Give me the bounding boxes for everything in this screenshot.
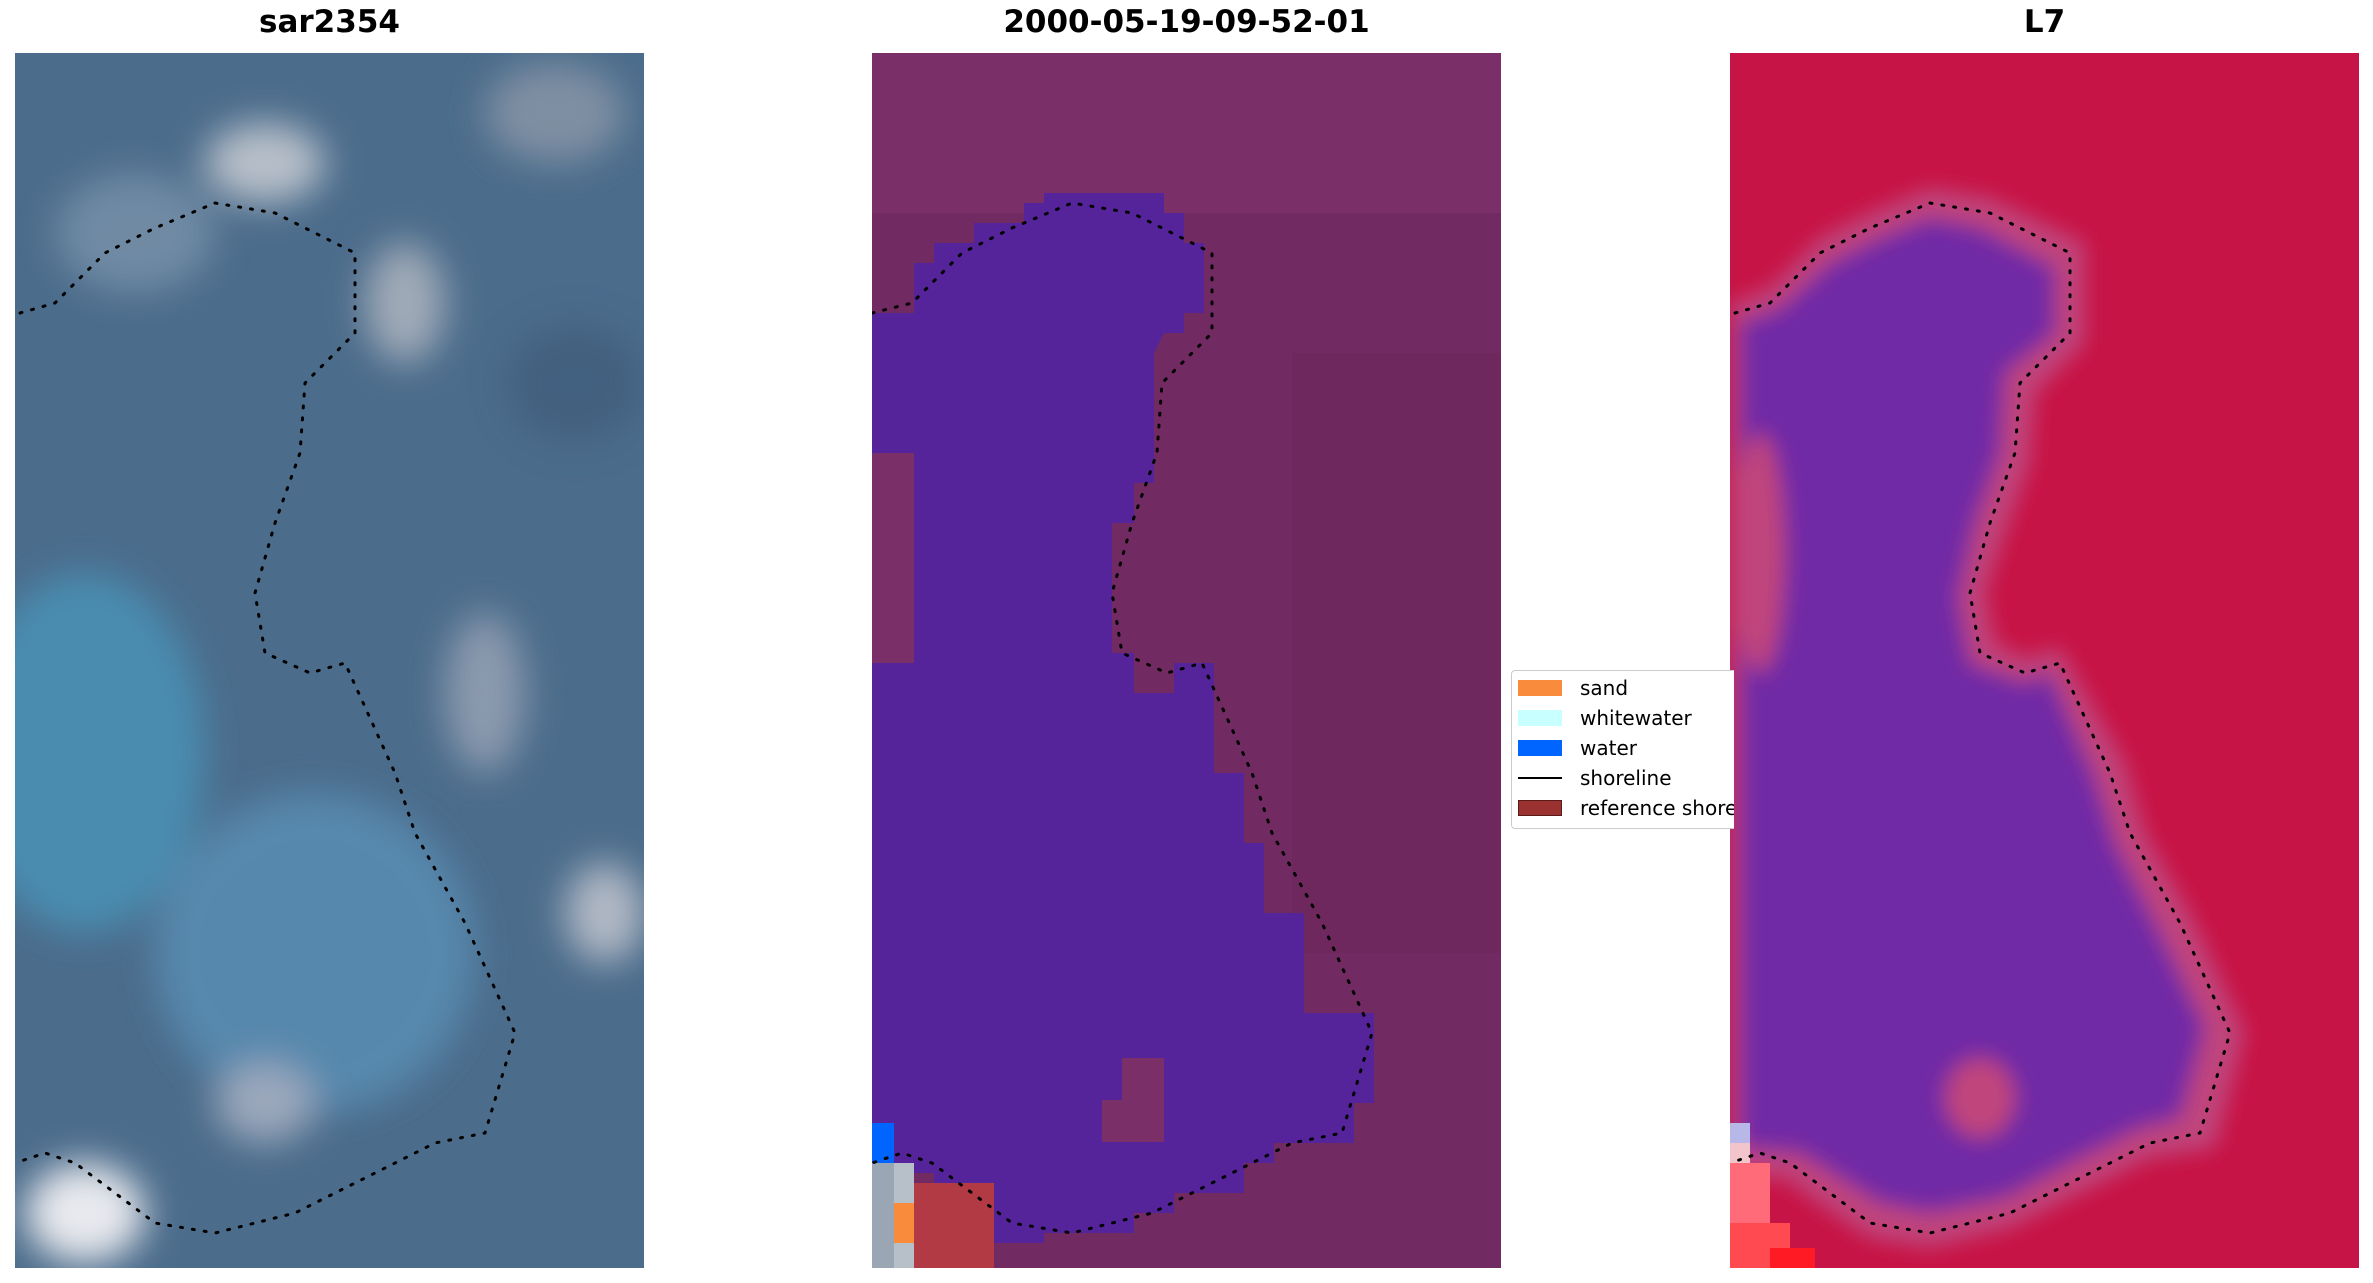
reference-shoreline-swatch — [1518, 800, 1562, 816]
classified-water-region — [872, 193, 1374, 1243]
panel-title-2: 2000-05-19-09-52-01 — [1003, 4, 1370, 40]
legend-item-shoreline: shoreline — [1518, 766, 1672, 790]
whitewater-swatch — [1518, 710, 1562, 726]
legend-item-whitewater: whitewater — [1518, 706, 1692, 730]
legend-label-reference-shoreline: reference shoreline — [1580, 796, 1734, 820]
rgb-image-panel — [15, 53, 644, 1268]
panel-title-3: L7 — [2023, 4, 2066, 40]
mndwi-shoreline — [1730, 201, 2232, 1235]
legend-item-sand: sand — [1518, 676, 1628, 700]
legend-item-water: water — [1518, 736, 1637, 760]
legend-label-whitewater: whitewater — [1580, 706, 1692, 730]
mndwi-image-panel — [1730, 53, 2359, 1268]
legend-item-reference-shoreline: reference shoreline — [1518, 796, 1734, 820]
rgb-shoreline — [15, 201, 517, 1235]
panel-title-1: sar2354 — [259, 4, 400, 40]
legend-label-shoreline: shoreline — [1580, 766, 1672, 790]
classified-image-panel — [872, 53, 1501, 1268]
sand-swatch — [1518, 680, 1562, 696]
legend-label-sand: sand — [1580, 676, 1629, 700]
shoreline-line-swatch — [1518, 777, 1562, 779]
legend-label-water: water — [1580, 736, 1637, 760]
legend: sand whitewater water shoreline referenc… — [1511, 670, 1734, 829]
water-swatch — [1518, 740, 1562, 756]
